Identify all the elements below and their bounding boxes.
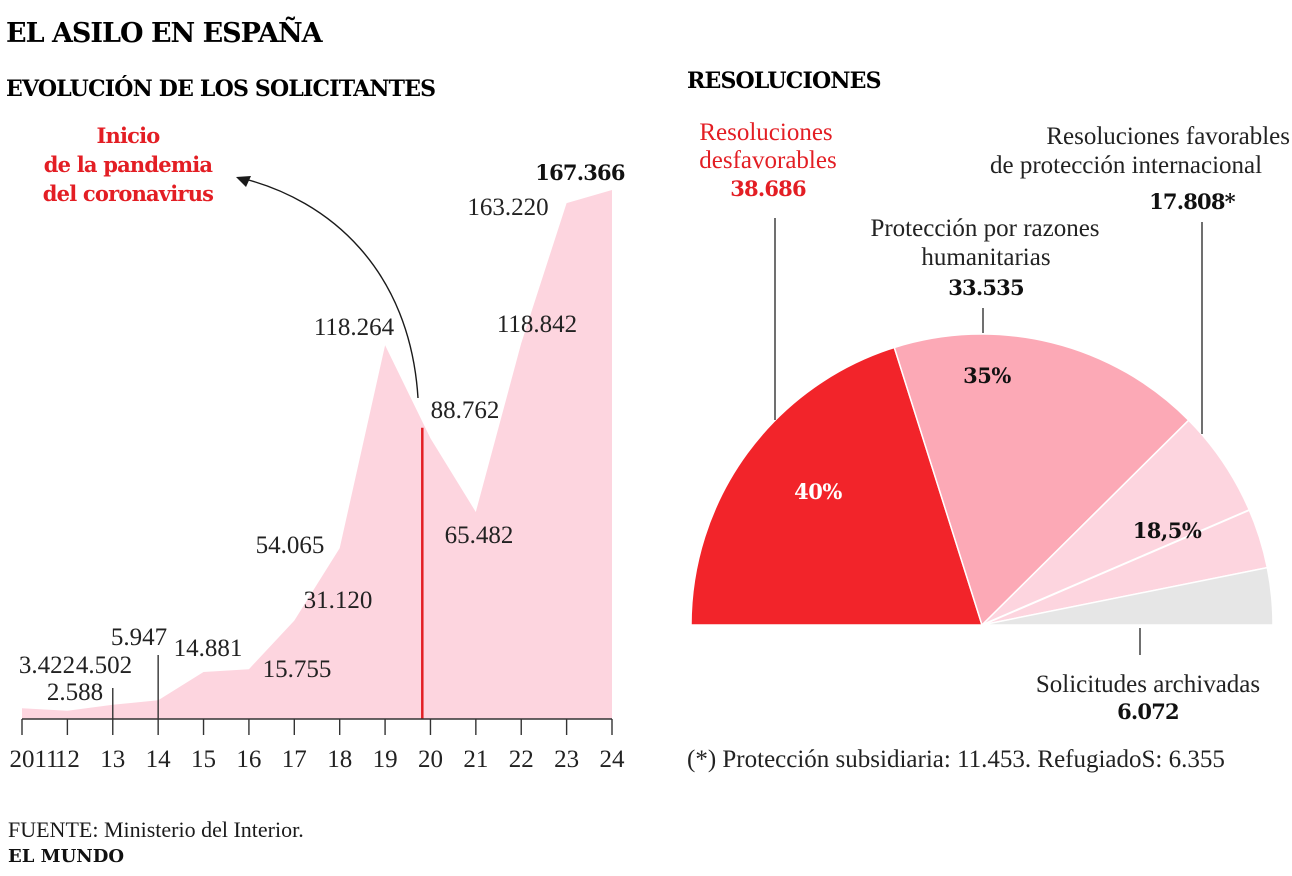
x-tick-label-20: 20 — [418, 746, 443, 773]
x-tick-label-18: 18 — [327, 746, 352, 773]
annotation-line-1: Inicio — [96, 123, 160, 148]
slice-label-desfavorables-2: desfavorables — [699, 147, 836, 174]
annotation-line-2: de la pandemia — [44, 152, 214, 177]
value-label-24: 167.366 — [535, 160, 625, 185]
slice-value-humanitarias: 33.535 — [948, 275, 1024, 300]
pie-slice-desfavorables — [690, 346, 984, 626]
value-label-15: 14.881 — [174, 635, 243, 662]
slice-label-desfavorables-1: Resoluciones — [699, 119, 832, 146]
slice-percent-humanitarias: 35% — [963, 363, 1011, 388]
slice-percent-desfavorables: 40% — [794, 479, 842, 504]
value-label-19: 118.264 — [314, 314, 395, 341]
slice-value-favorables: 17.808* — [1149, 189, 1236, 214]
x-tick-label-22: 22 — [509, 746, 534, 773]
value-label-16: 15.755 — [263, 656, 332, 683]
annotation-line-3: del coronavirus — [43, 181, 213, 206]
slice-value-archivadas: 6.072 — [1117, 699, 1179, 724]
pie-slice-archivadas — [981, 566, 1274, 626]
x-tick-label-14: 14 — [146, 746, 172, 773]
favorables-subdivision-line — [981, 509, 1250, 626]
main-title: EL ASILO EN ESPAÑA — [6, 16, 324, 49]
slice-percent-favorables: 18,5% — [1133, 518, 1202, 543]
value-label-22: 118.842 — [497, 311, 577, 338]
pie-slice-favorables — [979, 419, 1269, 627]
x-tick-label-12: 12 — [55, 746, 80, 773]
slice-label-archivadas: Solicitudes archivadas — [1036, 671, 1260, 698]
x-tick-label-21: 21 — [463, 746, 488, 773]
resoluciones-half-pie — [690, 333, 1274, 627]
x-tick-label-16: 16 — [236, 746, 261, 773]
value-label-18: 54.065 — [256, 532, 325, 559]
value-label-23: 163.220 — [467, 194, 548, 221]
brand-name: EL MUNDO — [8, 846, 124, 867]
value-label-2011: 3.422 — [19, 652, 75, 679]
left-chart-title: EVOLUCIÓN DE LOS SOLICITANTES — [6, 75, 435, 102]
value-label-20: 88.762 — [431, 397, 500, 424]
value-label-21: 65.482 — [445, 522, 514, 549]
annotation-arrowhead-icon — [236, 176, 251, 187]
pandemic-annotation: Inicio de la pandemia del coronavirus — [43, 123, 419, 399]
x-tick-label-13: 13 — [100, 746, 125, 773]
pie-labels: Resoluciones desfavorables 38.686 Protec… — [687, 119, 1290, 773]
value-label-13: 4.502 — [76, 652, 132, 679]
area-series — [22, 190, 612, 719]
footnote: (*) Protección subsidiaria: 11.453. Refu… — [687, 746, 1225, 773]
x-tick-label-23: 23 — [554, 746, 579, 773]
source-note: FUENTE: Ministerio del Interior. — [8, 817, 304, 842]
x-tick-label-15: 15 — [191, 746, 216, 773]
pie-slice-humanitarias — [893, 333, 1190, 627]
slice-label-humanitarias-1: Protección por razones — [870, 215, 1099, 242]
x-tick-label-24: 24 — [600, 746, 626, 773]
slice-value-desfavorables: 38.686 — [730, 176, 806, 201]
annotation-arrow — [240, 177, 419, 399]
right-chart-title: RESOLUCIONES — [687, 68, 881, 94]
x-tick-label-17: 17 — [282, 746, 307, 773]
value-label-14: 5.947 — [111, 624, 167, 651]
slice-label-favorables-2: de protección internacional — [990, 152, 1262, 179]
slice-label-favorables-1: Resoluciones favorables — [1046, 123, 1290, 150]
x-tick-label-19: 19 — [373, 746, 398, 773]
value-label-12: 2.588 — [47, 679, 103, 706]
x-tick-label-2011: 2011 — [9, 746, 58, 773]
value-label-17: 31.120 — [304, 587, 373, 614]
slice-label-humanitarias-2: humanitarias — [921, 244, 1050, 271]
